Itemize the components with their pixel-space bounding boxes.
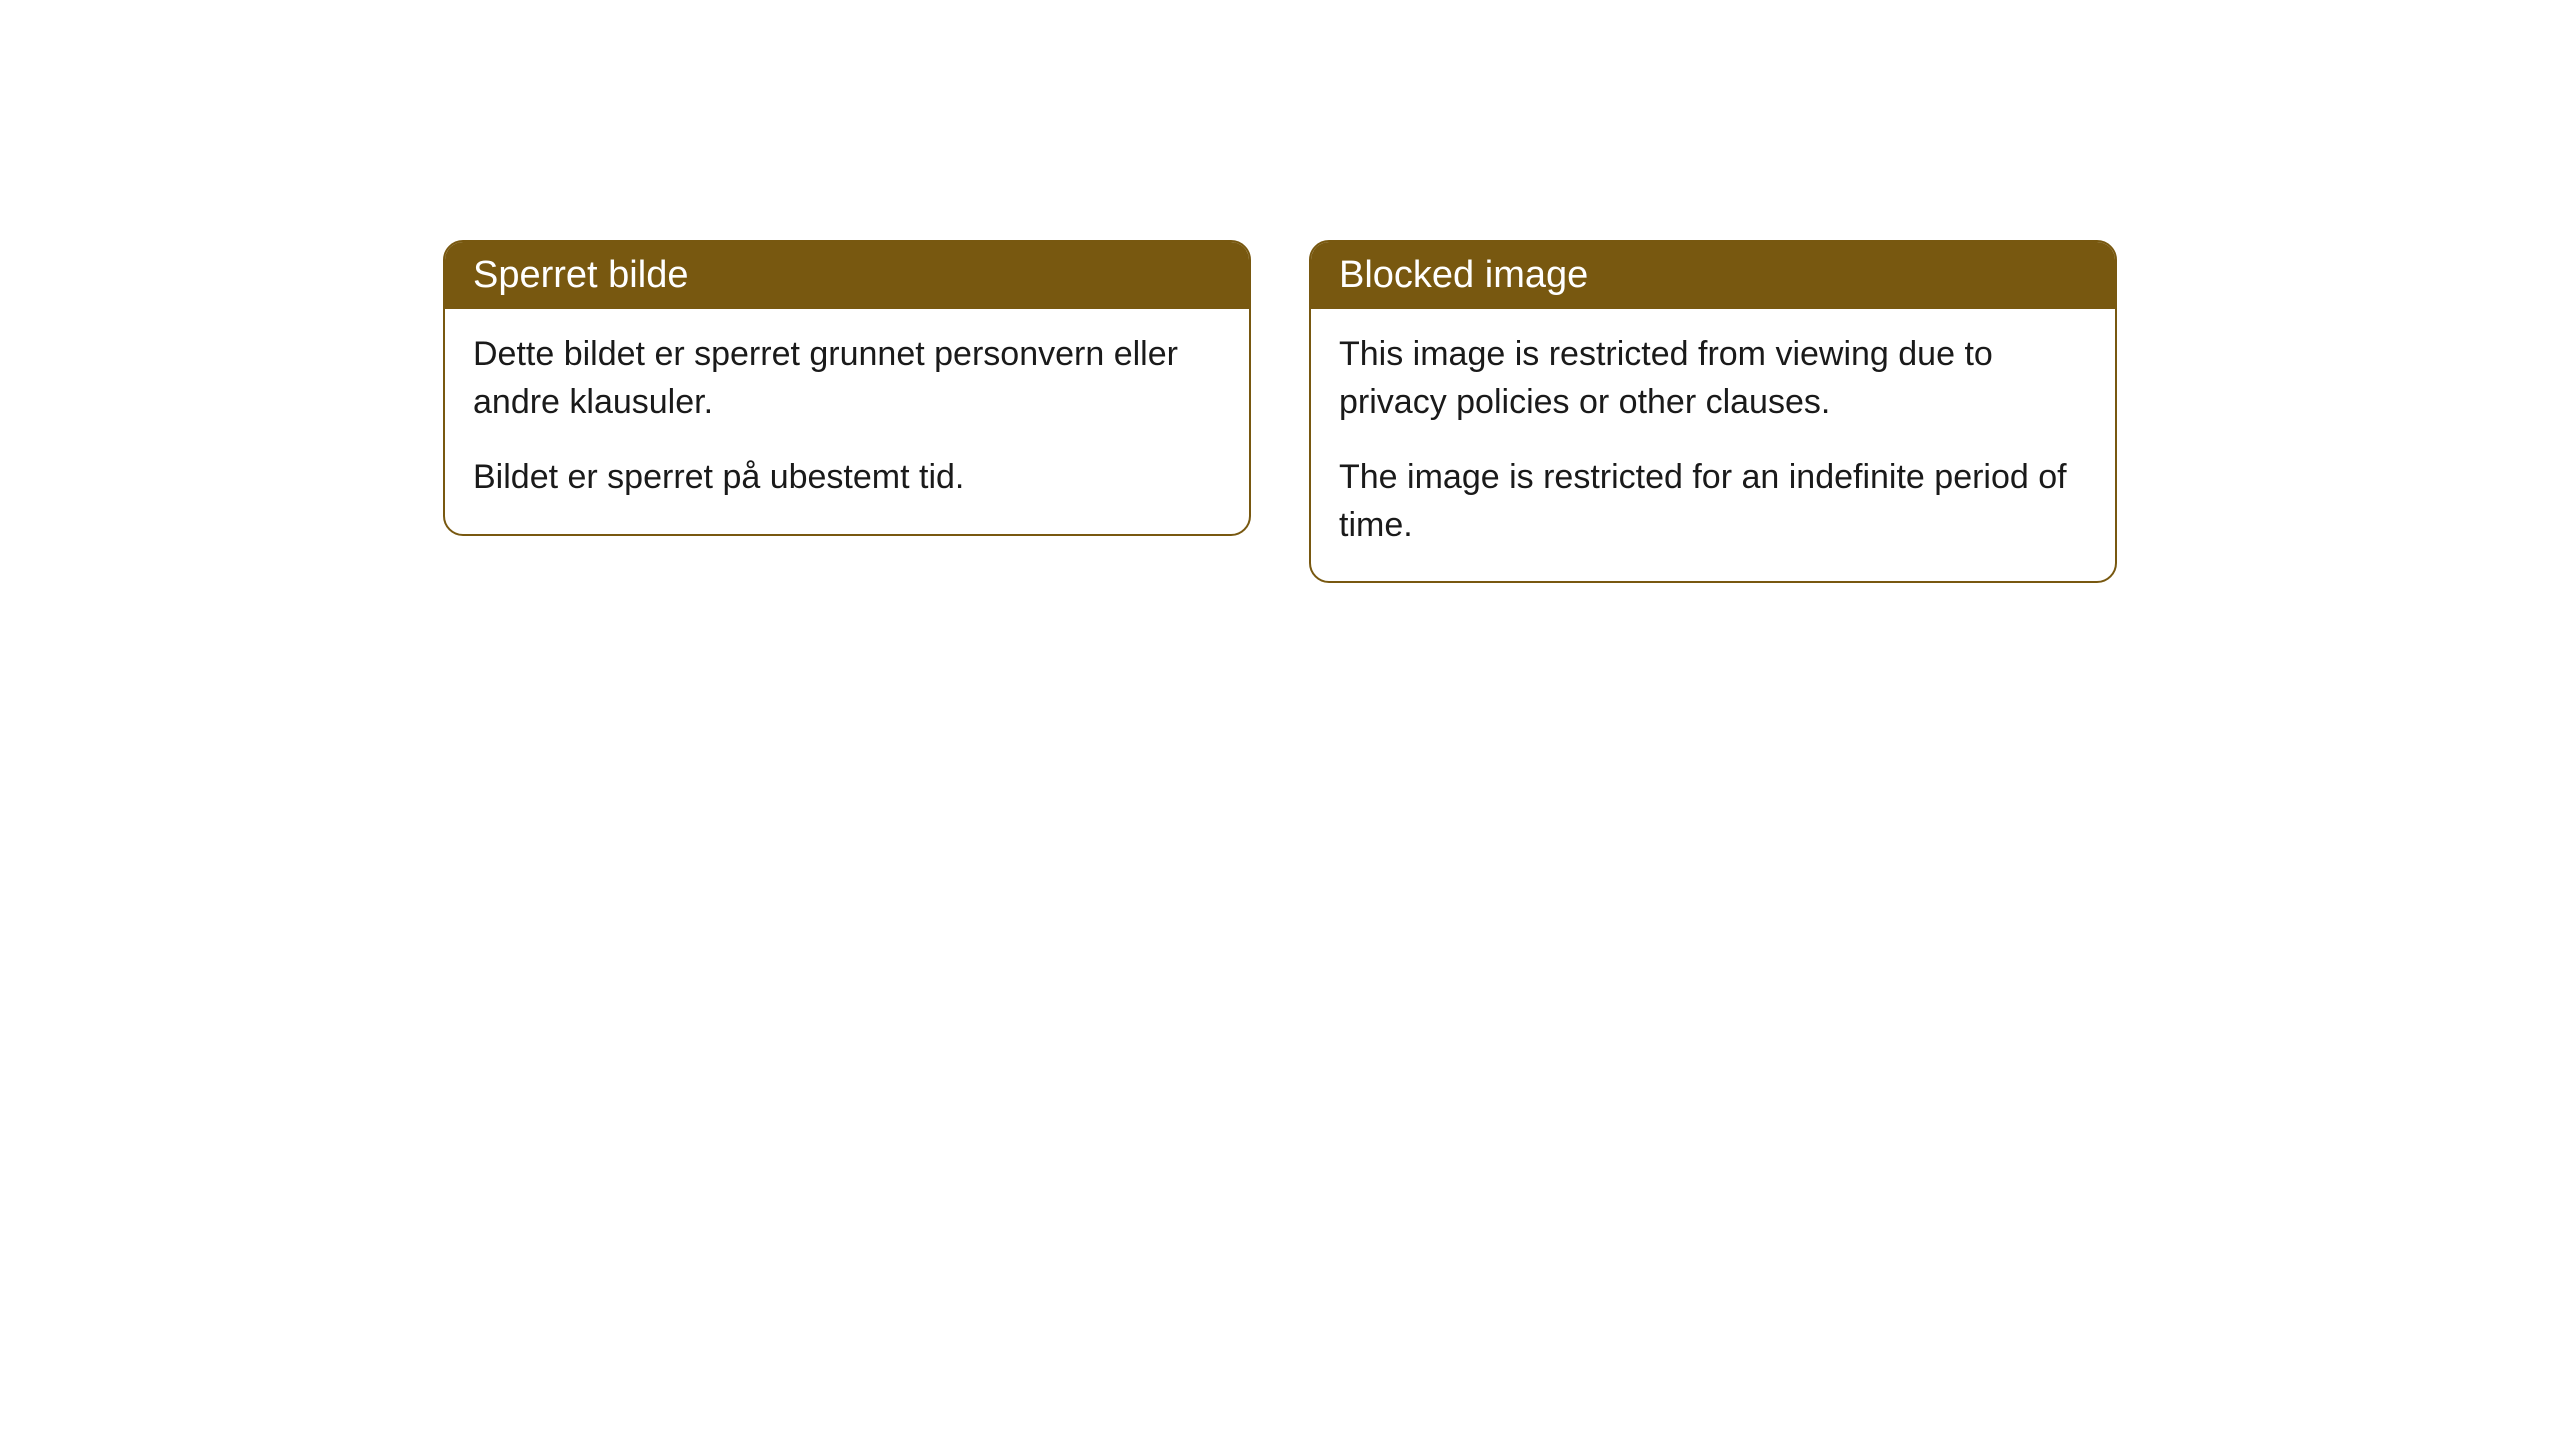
cards-container: Sperret bilde Dette bildet er sperret gr…	[443, 240, 2117, 1440]
card-header-english: Blocked image	[1311, 242, 2115, 309]
card-body-norwegian: Dette bildet er sperret grunnet personve…	[445, 309, 1249, 534]
card-header-norwegian: Sperret bilde	[445, 242, 1249, 309]
card-text-english-1: This image is restricted from viewing du…	[1339, 331, 2087, 426]
card-text-norwegian-1: Dette bildet er sperret grunnet personve…	[473, 331, 1221, 426]
card-body-english: This image is restricted from viewing du…	[1311, 309, 2115, 581]
blocked-image-card-norwegian: Sperret bilde Dette bildet er sperret gr…	[443, 240, 1251, 536]
blocked-image-card-english: Blocked image This image is restricted f…	[1309, 240, 2117, 583]
card-text-norwegian-2: Bildet er sperret på ubestemt tid.	[473, 454, 1221, 502]
card-text-english-2: The image is restricted for an indefinit…	[1339, 454, 2087, 549]
